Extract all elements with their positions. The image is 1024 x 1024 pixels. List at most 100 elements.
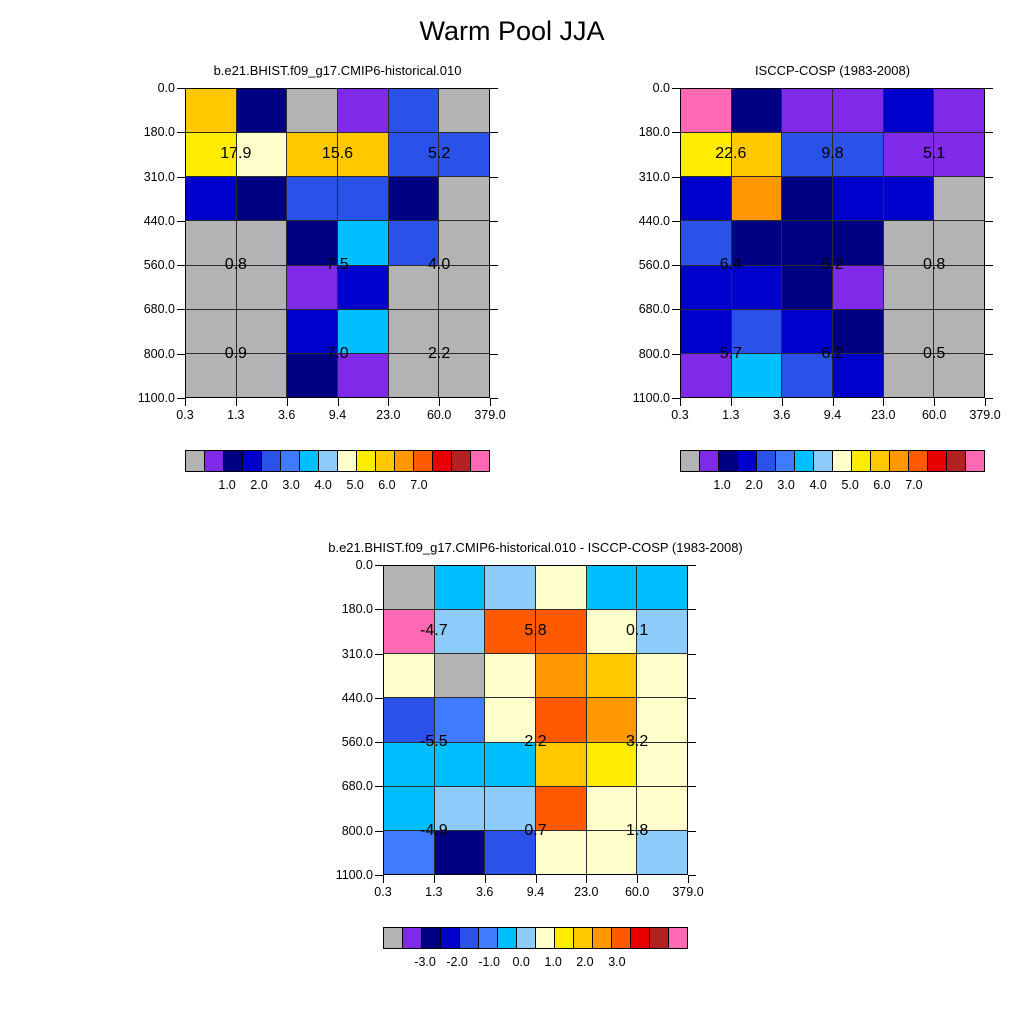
colorbar-swatch xyxy=(813,451,832,471)
colorbar-swatch xyxy=(592,928,611,948)
heatmap-cell xyxy=(338,309,388,353)
heatmap-cell xyxy=(338,221,388,265)
heatmap-cell xyxy=(338,133,388,177)
x-axis-tick-label: 60.0 xyxy=(921,408,947,422)
colorbar-swatch xyxy=(699,451,718,471)
heatmap-cell xyxy=(536,610,586,654)
cloud-fraction-value: 5.8 xyxy=(524,622,547,640)
y-axis-tick-left xyxy=(177,353,185,355)
y-axis-tick-left xyxy=(375,875,383,876)
heatmap-cell xyxy=(384,786,434,830)
y-axis-tick-left xyxy=(375,653,383,655)
y-axis-tick-right xyxy=(490,309,498,311)
colorbar-swatch xyxy=(756,451,775,471)
colorbar-swatch xyxy=(186,451,204,471)
heatmap-cell xyxy=(434,830,485,874)
colorbar-tick-label: 2.0 xyxy=(745,478,763,492)
heatmap-cell xyxy=(934,133,984,177)
heatmap-cell xyxy=(236,89,287,133)
heatmap-cell xyxy=(586,566,637,610)
colorbar-tick-label: 3.0 xyxy=(282,478,300,492)
colorbar-swatch xyxy=(573,928,592,948)
y-axis-tick-right xyxy=(985,398,993,399)
colorbar-swatch xyxy=(470,451,489,471)
y-axis-tick-left xyxy=(672,398,680,399)
y-axis-tick-label: 440.0 xyxy=(143,213,175,228)
colorbar-swatch xyxy=(851,451,870,471)
colorbar-swatch xyxy=(681,451,699,471)
y-axis-tick-left xyxy=(672,309,680,311)
heatmap-cell xyxy=(236,265,287,309)
x-axis-tick-bottom xyxy=(286,398,288,406)
x-axis-tick-bottom xyxy=(985,398,986,406)
heatmap-cell xyxy=(536,742,586,786)
x-axis-tick-label: 60.0 xyxy=(426,408,452,422)
y-axis-tick-left xyxy=(177,398,185,399)
heatmap-panel-diff: b.e21.BHIST.f09_g17.CMIP6-historical.010… xyxy=(328,540,743,969)
colorbar-swatch xyxy=(459,928,478,948)
colorbar-swatch xyxy=(535,928,554,948)
y-axis-tick-right xyxy=(688,697,696,699)
heatmap-cell xyxy=(833,265,883,309)
cloud-fraction-value: 22.6 xyxy=(715,145,747,163)
y-axis-tick-label: 800.0 xyxy=(341,823,373,838)
heatmap-cell xyxy=(833,89,883,133)
y-axis-tick-right xyxy=(985,220,993,222)
cloud-fraction-value: 6.4 xyxy=(719,256,742,274)
y-axis-tick-left xyxy=(672,88,680,89)
y-axis-tick-right xyxy=(490,220,498,222)
cloud-fraction-value: 0.7 xyxy=(524,821,547,839)
colorbar-swatch xyxy=(927,451,946,471)
heatmap-cell xyxy=(236,309,287,353)
heatmap-cell xyxy=(586,654,637,698)
heatmap-cell xyxy=(934,89,984,133)
heatmap-cell xyxy=(338,177,388,221)
x-axis-tick-bottom xyxy=(235,398,237,406)
x-axis-tick-label: 9.4 xyxy=(526,885,545,899)
colorbar-swatch xyxy=(946,451,965,471)
heatmap-cell xyxy=(388,89,439,133)
x-axis-tick-label: 0.3 xyxy=(374,885,392,899)
x-axis-tick-label: 0.3 xyxy=(671,408,689,422)
heatmap-cell xyxy=(681,265,731,309)
colorbar-swatch xyxy=(478,928,497,948)
heatmap-cell xyxy=(485,786,535,830)
y-axis-tick-label: 560.0 xyxy=(143,258,175,273)
heatmap-cell xyxy=(186,89,236,133)
y-axis-tick-label: 440.0 xyxy=(341,690,373,705)
heatmap-cell xyxy=(384,610,434,654)
heatmap-cell xyxy=(883,89,934,133)
colorbar-swatch xyxy=(611,928,630,948)
heatmap-cell xyxy=(186,221,236,265)
heatmap-cell xyxy=(782,177,832,221)
cloud-fraction-value: 7.0 xyxy=(326,344,349,362)
heatmap-cell xyxy=(681,89,731,133)
y-axis-tick-left xyxy=(375,742,383,744)
heatmap-cell xyxy=(934,221,984,265)
heatmap-cell xyxy=(934,177,984,221)
heatmap-cell xyxy=(434,610,485,654)
x-axis-tick-label: 60.0 xyxy=(624,885,650,899)
y-axis-tick-label: 440.0 xyxy=(638,213,670,228)
x-axis-tick-bottom xyxy=(934,398,936,406)
colorbar-swatch xyxy=(318,451,337,471)
colorbar-tick-label: 4.0 xyxy=(809,478,827,492)
heatmap-cell xyxy=(338,89,388,133)
y-axis-tick-right xyxy=(490,353,498,355)
colorbar-swatch xyxy=(299,451,318,471)
heatmap-cell xyxy=(637,566,687,610)
heatmap-cell xyxy=(934,309,984,353)
colorbar xyxy=(185,450,490,472)
y-axis-tick-left xyxy=(375,786,383,788)
heatmap-cell xyxy=(236,353,287,397)
heatmap-cell xyxy=(731,177,782,221)
colorbar-swatch xyxy=(718,451,737,471)
heatmap-cell xyxy=(782,221,832,265)
cloud-fraction-value: 17.9 xyxy=(220,145,252,163)
x-axis-tick-bottom xyxy=(586,875,588,883)
colorbar-tick-label: 5.0 xyxy=(346,478,364,492)
colorbar-swatch xyxy=(965,451,984,471)
x-axis-tick-bottom xyxy=(490,398,491,406)
y-axis-tick-label: 310.0 xyxy=(638,169,670,184)
colorbar-swatch xyxy=(451,451,470,471)
